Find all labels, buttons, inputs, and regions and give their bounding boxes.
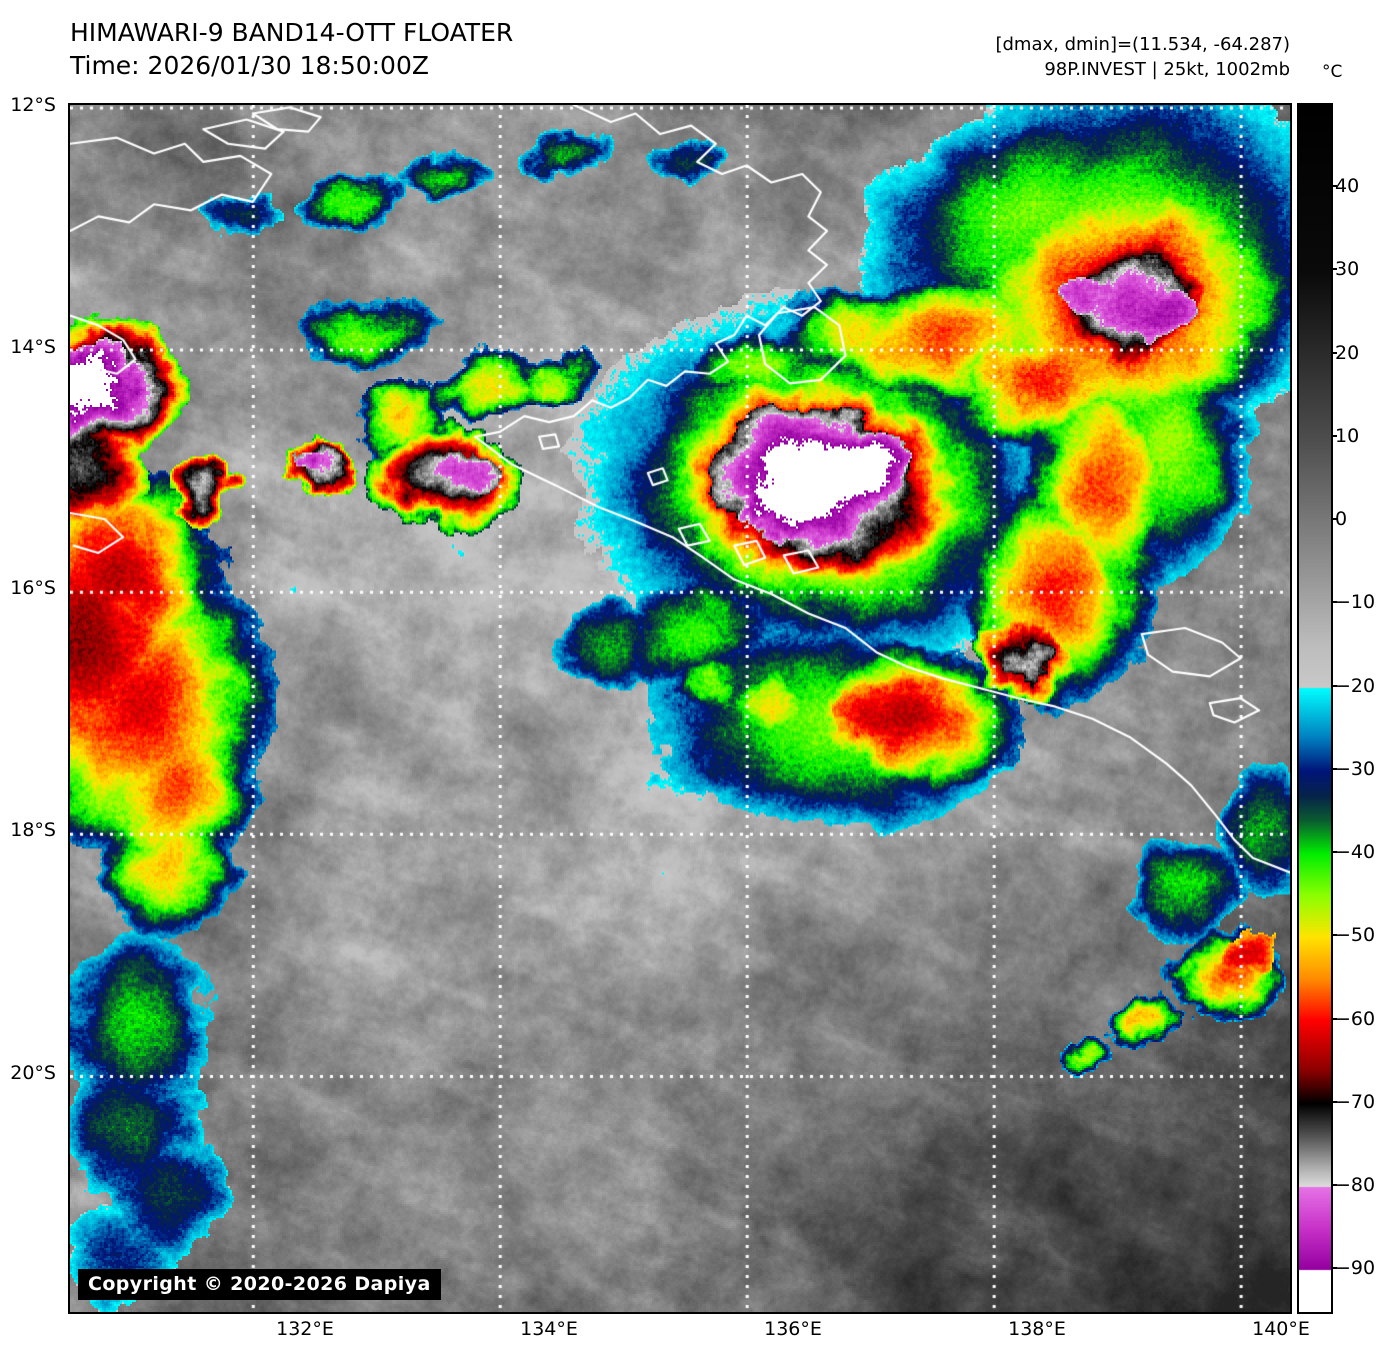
colorbar-tick-mark-9 xyxy=(1331,934,1337,937)
colorbar-tick-mark-11 xyxy=(1331,1100,1337,1103)
colorbar-tick-label-4: 0 xyxy=(1335,508,1348,531)
x-tick-label-4: 140°E xyxy=(1252,1318,1310,1340)
colorbar-tick-label-7: −30 xyxy=(1335,757,1376,780)
colorbar-tick-label-13: −90 xyxy=(1335,1257,1376,1280)
colorbar-gradient xyxy=(1299,105,1331,1312)
satellite-map[interactable]: Copyright © 2020-2026 Dapiya xyxy=(68,103,1292,1314)
copyright-badge: Copyright © 2020-2026 Dapiya xyxy=(78,1269,441,1300)
colorbar-tick-mark-10 xyxy=(1331,1017,1337,1020)
y-tick-label-1: 14°S xyxy=(10,336,56,358)
y-tick-label-4: 20°S xyxy=(10,1062,56,1084)
y-tick-label-2: 16°S xyxy=(10,577,56,599)
colorbar-tick-label-8: −40 xyxy=(1335,841,1376,864)
colorbar-tick-mark-13 xyxy=(1331,1267,1337,1270)
colorbar-tick-label-11: −70 xyxy=(1335,1090,1376,1113)
title-line-2: Time: 2026/01/30 18:50:00Z xyxy=(70,51,429,80)
y-tick-label-3: 18°S xyxy=(10,819,56,841)
storm-info-readout: 98P.INVEST | 25kt, 1002mb xyxy=(1044,59,1290,80)
colorbar-tick-label-1: 30 xyxy=(1335,258,1360,281)
colorbar-tick-label-5: −10 xyxy=(1335,591,1376,614)
colorbar-tick-mark-2 xyxy=(1331,351,1337,354)
colorbar-tick-mark-6 xyxy=(1331,684,1337,687)
colorbar-tick-label-6: −20 xyxy=(1335,674,1376,697)
colorbar-tick-mark-0 xyxy=(1331,185,1337,188)
y-tick-label-0: 12°S xyxy=(10,94,56,116)
x-tick-label-2: 136°E xyxy=(764,1318,822,1340)
title-line-1: HIMAWARI-9 BAND14-OTT FLOATER xyxy=(70,18,514,47)
coastline-and-grid-overlay xyxy=(70,105,1290,1312)
colorbar-tick-mark-1 xyxy=(1331,268,1337,271)
page-title: HIMAWARI-9 BAND14-OTT FLOATER Time: 2026… xyxy=(70,16,513,82)
header-info: [dmax, dmin]=(11.534, -64.287) 98P.INVES… xyxy=(995,32,1290,82)
colorbar-tick-mark-8 xyxy=(1331,851,1337,854)
colorbar xyxy=(1297,103,1333,1314)
colorbar-tick-label-9: −50 xyxy=(1335,924,1376,947)
colorbar-tick-label-12: −80 xyxy=(1335,1174,1376,1197)
x-tick-label-0: 132°E xyxy=(276,1318,334,1340)
dmax-dmin-readout: [dmax, dmin]=(11.534, -64.287) xyxy=(995,34,1290,55)
colorbar-tick-label-3: 10 xyxy=(1335,424,1360,447)
colorbar-units-label: °C xyxy=(1322,62,1343,82)
colorbar-tick-mark-3 xyxy=(1331,434,1337,437)
colorbar-tick-label-0: 40 xyxy=(1335,175,1360,198)
x-tick-label-3: 138°E xyxy=(1008,1318,1066,1340)
colorbar-tick-label-10: −60 xyxy=(1335,1007,1376,1030)
colorbar-tick-mark-7 xyxy=(1331,767,1337,770)
colorbar-tick-label-2: 20 xyxy=(1335,341,1360,364)
x-tick-label-1: 134°E xyxy=(520,1318,578,1340)
colorbar-tick-mark-12 xyxy=(1331,1184,1337,1187)
colorbar-tick-mark-4 xyxy=(1331,518,1337,521)
colorbar-tick-mark-5 xyxy=(1331,601,1337,604)
